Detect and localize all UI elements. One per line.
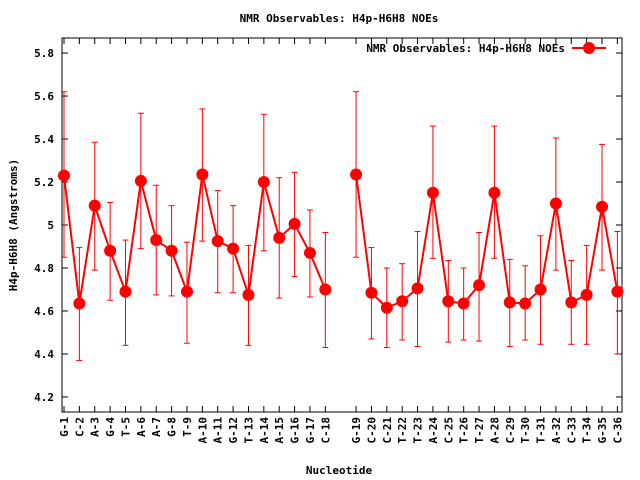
data-point bbox=[73, 297, 86, 310]
data-point bbox=[303, 246, 316, 259]
y-tick-label: 5.4 bbox=[34, 133, 54, 146]
data-point bbox=[57, 169, 70, 182]
x-tick-label: T-9 bbox=[181, 417, 194, 437]
x-tick-label: T-5 bbox=[119, 417, 132, 437]
data-point bbox=[196, 168, 209, 181]
data-point bbox=[565, 296, 578, 309]
x-tick-label: G-16 bbox=[289, 417, 302, 444]
data-point bbox=[396, 295, 409, 308]
data-point bbox=[549, 197, 562, 210]
x-tick-label: T-22 bbox=[396, 417, 409, 444]
x-tick-label: T-26 bbox=[458, 417, 471, 444]
legend-marker bbox=[583, 42, 595, 54]
y-axis-label: H4p-H6H8 (Angstroms) bbox=[7, 159, 20, 291]
x-tick-label: G-4 bbox=[104, 417, 117, 437]
data-point bbox=[442, 295, 455, 308]
y-tick-label: 4.8 bbox=[34, 262, 54, 275]
x-tick-label: A-10 bbox=[196, 417, 209, 444]
y-tick-label: 4.2 bbox=[34, 391, 54, 404]
x-tick-label: T-30 bbox=[519, 417, 532, 444]
y-tick-label: 4.4 bbox=[34, 348, 54, 361]
x-tick-label: T-23 bbox=[412, 417, 425, 444]
series-line bbox=[63, 174, 327, 304]
x-tick-label: A-11 bbox=[212, 417, 225, 444]
legend: NMR Observables: H4p-H6H8 NOEs bbox=[366, 42, 606, 55]
y-tick-label: 5.8 bbox=[34, 47, 54, 60]
data-point bbox=[380, 301, 393, 314]
x-tick-label: A-6 bbox=[135, 417, 148, 437]
x-axis-label: Nucleotide bbox=[306, 464, 373, 477]
data-point bbox=[350, 168, 363, 181]
x-tick-label: G-1 bbox=[58, 417, 71, 437]
x-tick-label: C-21 bbox=[381, 417, 394, 444]
data-point bbox=[211, 235, 224, 248]
x-tick-label: C-36 bbox=[611, 417, 624, 444]
x-tick-label: C-18 bbox=[319, 417, 332, 444]
data-point bbox=[288, 217, 301, 230]
data-point bbox=[457, 297, 470, 310]
x-tick-label: G-8 bbox=[166, 417, 179, 437]
data-point bbox=[165, 244, 178, 257]
plot-frame bbox=[61, 37, 623, 413]
x-tick-label: A-3 bbox=[89, 417, 102, 437]
x-tick-label: T-31 bbox=[535, 417, 548, 444]
data-point bbox=[365, 286, 378, 299]
x-tick-label: T-34 bbox=[581, 417, 594, 444]
data-point bbox=[180, 285, 193, 298]
x-tick-label: C-25 bbox=[442, 417, 455, 444]
data-point bbox=[503, 296, 516, 309]
data-point bbox=[119, 285, 132, 298]
data-point bbox=[411, 282, 424, 295]
x-tick-label: T-13 bbox=[242, 417, 255, 444]
y-tick-label: 5.6 bbox=[34, 90, 54, 103]
x-tick-label: C-33 bbox=[565, 417, 578, 444]
x-tick-label: T-27 bbox=[473, 417, 486, 444]
data-point bbox=[257, 176, 270, 189]
data-point bbox=[273, 231, 286, 244]
data-point bbox=[88, 199, 101, 212]
y-tick-label: 5 bbox=[47, 219, 54, 232]
chart-title: NMR Observables: H4p-H6H8 NOEs bbox=[240, 12, 439, 25]
data-point bbox=[596, 200, 609, 213]
x-tick-label: A-14 bbox=[258, 417, 271, 444]
x-tick-label: C-2 bbox=[73, 417, 86, 437]
x-tick-label: G-35 bbox=[596, 417, 609, 444]
data-point bbox=[104, 244, 117, 257]
data-point bbox=[611, 285, 624, 298]
data-point bbox=[319, 283, 332, 296]
x-tick-label: C-20 bbox=[365, 417, 378, 444]
x-tick-label: A-15 bbox=[273, 417, 286, 444]
data-point bbox=[519, 297, 532, 310]
x-tick-label: A-7 bbox=[150, 417, 163, 437]
x-tick-label: G-12 bbox=[227, 417, 240, 444]
data-point bbox=[426, 186, 439, 199]
data-point bbox=[473, 279, 486, 292]
x-tick-label: A-32 bbox=[550, 417, 563, 444]
x-tick-label: A-24 bbox=[427, 417, 440, 444]
x-tick-label: A-28 bbox=[488, 417, 501, 444]
x-tick-label: C-29 bbox=[504, 417, 517, 444]
data-point bbox=[134, 174, 147, 187]
y-tick-label: 4.6 bbox=[34, 305, 54, 318]
x-tick-label: G-19 bbox=[350, 417, 363, 444]
legend-label: NMR Observables: H4p-H6H8 NOEs bbox=[366, 42, 565, 55]
series-line bbox=[355, 174, 619, 309]
y-tick-label: 5.2 bbox=[34, 176, 54, 189]
data-point bbox=[227, 242, 240, 255]
data-point bbox=[488, 186, 501, 199]
data-point bbox=[150, 234, 163, 247]
data-point bbox=[534, 283, 547, 296]
x-tick-label: G-17 bbox=[304, 417, 317, 444]
data-point bbox=[580, 288, 593, 301]
data-point bbox=[242, 288, 255, 301]
